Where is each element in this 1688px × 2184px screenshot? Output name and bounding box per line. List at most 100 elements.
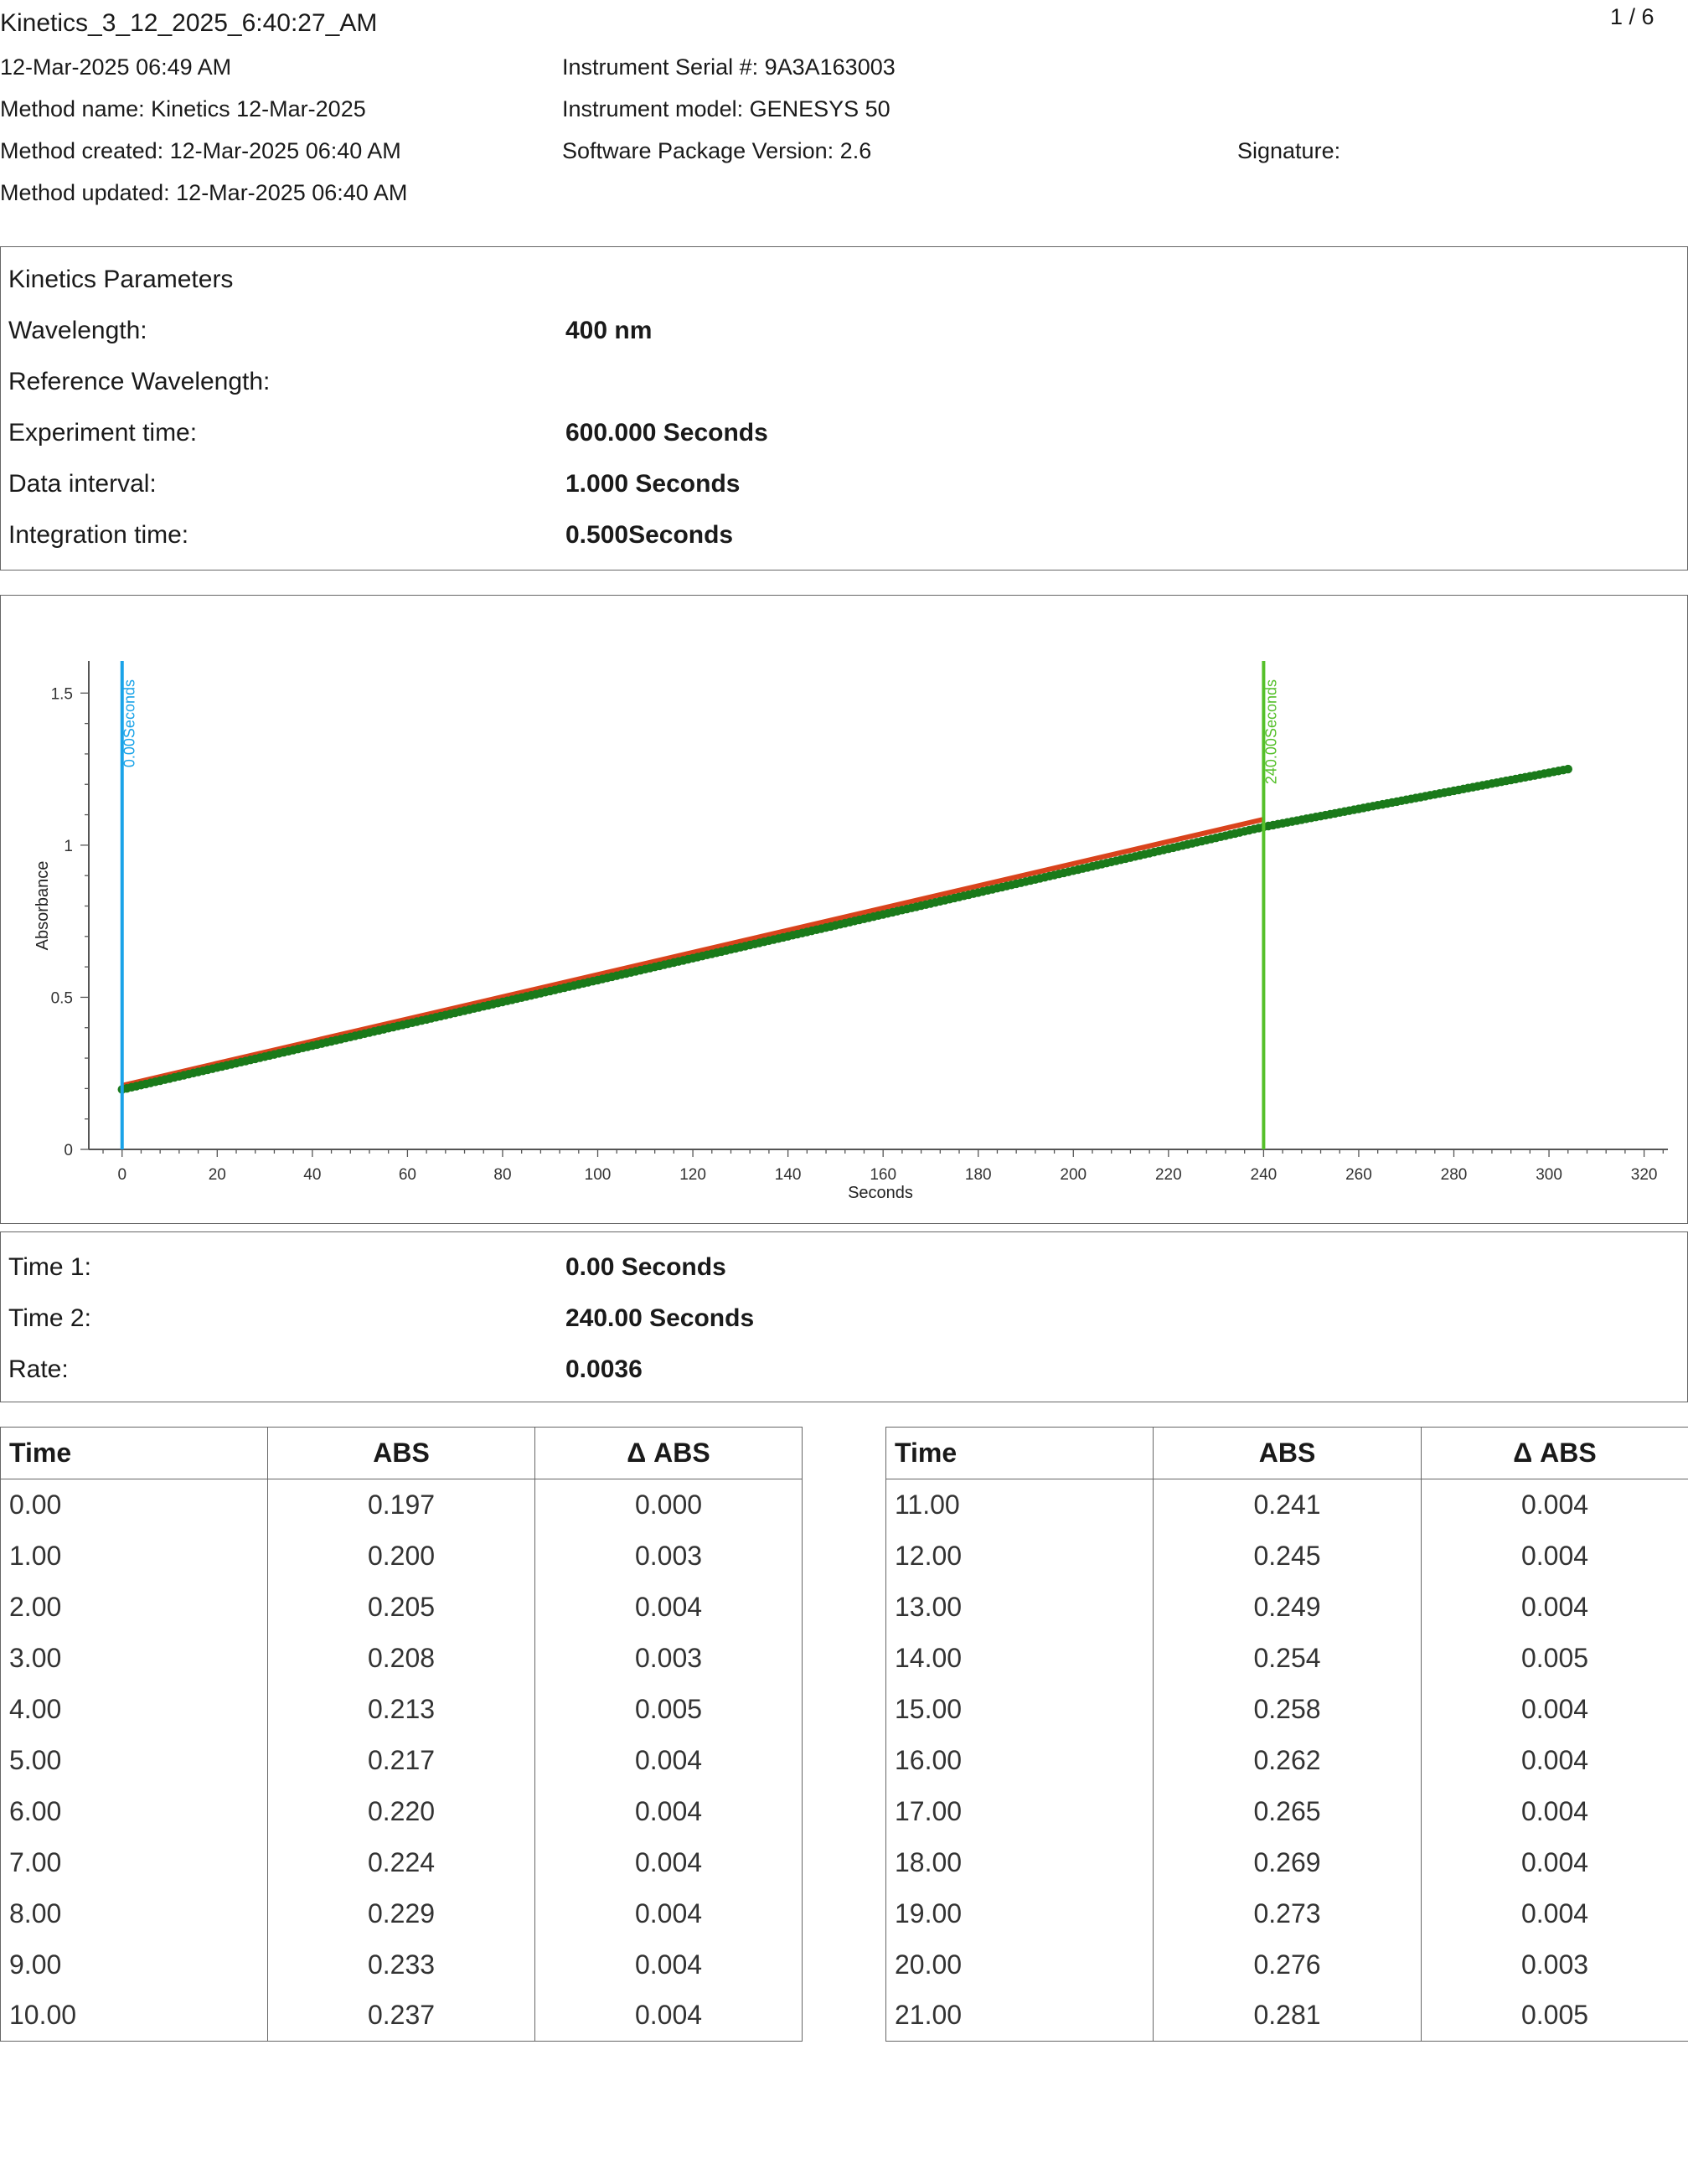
- table-row: 3.00 0.208 0.003: [0, 1632, 803, 1684]
- table-row: 7.00 0.224 0.004: [0, 1836, 803, 1888]
- x-tick-label: 120: [679, 1166, 706, 1184]
- param-value: 1.000 Seconds: [565, 470, 741, 498]
- cell-abs: 0.224: [267, 1836, 535, 1888]
- result-value: 0.0036: [565, 1355, 643, 1383]
- result-value: 240.00 Seconds: [565, 1304, 755, 1332]
- cell-abs: 0.281: [1153, 1990, 1422, 2042]
- method-updated: Method updated: 12-Mar-2025 06:40 AM: [0, 180, 408, 205]
- param-label: Wavelength:: [8, 317, 147, 344]
- cell-delta-abs: 0.000: [534, 1479, 803, 1531]
- param-value: 0.500Seconds: [565, 521, 734, 549]
- cell-delta-abs: 0.004: [534, 1939, 803, 1990]
- cell-time: 4.00: [0, 1683, 268, 1735]
- x-tick-label: 200: [1060, 1166, 1087, 1184]
- x-tick-label: 20: [209, 1166, 226, 1184]
- result-label: Time 1:: [8, 1253, 91, 1281]
- column-header-abs: ABS: [267, 1427, 535, 1479]
- report-datetime: 12-Mar-2025 06:49 AM: [0, 54, 232, 80]
- cell-time: 1.00: [0, 1530, 268, 1582]
- cell-abs: 0.220: [267, 1785, 535, 1837]
- column-header-delta-abs: Δ ABS: [1421, 1427, 1688, 1479]
- cell-time: 18.00: [885, 1836, 1154, 1888]
- rate-results-panel: Time 1: 0.00 Seconds Time 2: 240.00 Seco…: [0, 1231, 1688, 1402]
- cell-time: 11.00: [885, 1479, 1154, 1531]
- x-tick-label: 300: [1536, 1166, 1562, 1184]
- cell-time: 8.00: [0, 1887, 268, 1939]
- table-row: 9.00 0.233 0.004: [0, 1939, 803, 1990]
- table-row: 14.00 0.254 0.005: [885, 1632, 1688, 1684]
- cell-time: 12.00: [885, 1530, 1154, 1582]
- cell-time: 3.00: [0, 1632, 268, 1684]
- cell-delta-abs: 0.005: [1421, 1990, 1688, 2042]
- y-axis-label: Absorbance: [34, 861, 52, 951]
- cell-abs: 0.200: [267, 1530, 535, 1582]
- cell-delta-abs: 0.004: [534, 1785, 803, 1837]
- table-row: 2.00 0.205 0.004: [0, 1581, 803, 1633]
- time-marker-label: 0.00Seconds: [121, 679, 138, 767]
- signature-label: Signature:: [1237, 138, 1341, 163]
- cell-time: 19.00: [885, 1887, 1154, 1939]
- cell-delta-abs: 0.004: [1421, 1581, 1688, 1633]
- table-row: 16.00 0.262 0.004: [885, 1734, 1688, 1786]
- cell-abs: 0.233: [267, 1939, 535, 1990]
- table-row: 17.00 0.265 0.004: [885, 1785, 1688, 1837]
- page-indicator: 1 / 6: [1610, 4, 1654, 29]
- x-tick-label: 240: [1251, 1166, 1278, 1184]
- table-row: 19.00 0.273 0.004: [885, 1887, 1688, 1939]
- cell-abs: 0.273: [1153, 1887, 1422, 1939]
- cell-abs: 0.262: [1153, 1734, 1422, 1786]
- cell-abs: 0.241: [1153, 1479, 1422, 1531]
- cell-delta-abs: 0.004: [534, 1990, 803, 2042]
- method-name: Method name: Kinetics 12-Mar-2025: [0, 96, 366, 121]
- instrument-serial: Instrument Serial #: 9A3A163003: [562, 54, 896, 80]
- param-label: Data interval:: [8, 470, 157, 498]
- result-value: 0.00 Seconds: [565, 1253, 726, 1281]
- cell-abs: 0.217: [267, 1734, 535, 1786]
- x-tick-label: 180: [965, 1166, 992, 1184]
- cell-time: 9.00: [0, 1939, 268, 1990]
- x-tick-label: 260: [1345, 1166, 1372, 1184]
- table-header-row: Time ABS Δ ABS: [0, 1427, 803, 1479]
- fit-line: [121, 817, 1265, 1088]
- cell-abs: 0.276: [1153, 1939, 1422, 1990]
- cell-abs: 0.197: [267, 1479, 535, 1531]
- x-tick-label: 80: [493, 1166, 511, 1184]
- cell-abs: 0.265: [1153, 1785, 1422, 1837]
- table-row: 0.00 0.197 0.000: [0, 1479, 803, 1531]
- cell-time: 5.00: [0, 1734, 268, 1786]
- table-row: 11.00 0.241 0.004: [885, 1479, 1688, 1531]
- column-header-abs: ABS: [1153, 1427, 1422, 1479]
- instrument-model: Instrument model: GENESYS 50: [562, 96, 890, 121]
- cell-time: 15.00: [885, 1683, 1154, 1735]
- x-tick-label: 40: [303, 1166, 321, 1184]
- param-label: Reference Wavelength:: [8, 368, 271, 395]
- x-tick-label: 100: [585, 1166, 612, 1184]
- cell-delta-abs: 0.004: [1421, 1479, 1688, 1531]
- x-axis-label: Seconds: [848, 1184, 913, 1202]
- table-row: 20.00 0.276 0.003: [885, 1939, 1688, 1990]
- cell-abs: 0.205: [267, 1581, 535, 1633]
- cell-delta-abs: 0.004: [534, 1836, 803, 1888]
- cell-delta-abs: 0.004: [534, 1734, 803, 1786]
- x-tick-label: 320: [1631, 1166, 1658, 1184]
- table-row: 6.00 0.220 0.004: [0, 1785, 803, 1837]
- y-tick-label: 1.5: [51, 685, 73, 703]
- table-row: 12.00 0.245 0.004: [885, 1530, 1688, 1582]
- cell-time: 10.00: [0, 1990, 268, 2042]
- x-tick-label: 220: [1155, 1166, 1182, 1184]
- result-label: Time 2:: [8, 1304, 91, 1332]
- kinetics-parameters-panel: Kinetics Parameters Wavelength: 400 nm R…: [0, 246, 1688, 571]
- data-point: [1563, 764, 1572, 774]
- column-header-time: Time: [0, 1427, 268, 1479]
- param-label: Experiment time:: [8, 419, 198, 447]
- cell-time: 2.00: [0, 1581, 268, 1633]
- x-tick-label: 280: [1441, 1166, 1468, 1184]
- cell-delta-abs: 0.004: [1421, 1785, 1688, 1837]
- cell-delta-abs: 0.004: [1421, 1530, 1688, 1582]
- cell-abs: 0.245: [1153, 1530, 1422, 1582]
- y-tick-label: 0: [64, 1142, 73, 1159]
- data-table-right: Time ABS Δ ABS 11.00 0.241 0.004 12.00 0.245…: [885, 1427, 1688, 2042]
- table-row: 4.00 0.213 0.005: [0, 1683, 803, 1735]
- column-header-delta-abs: Δ ABS: [534, 1427, 803, 1479]
- table-row: 1.00 0.200 0.003: [0, 1530, 803, 1582]
